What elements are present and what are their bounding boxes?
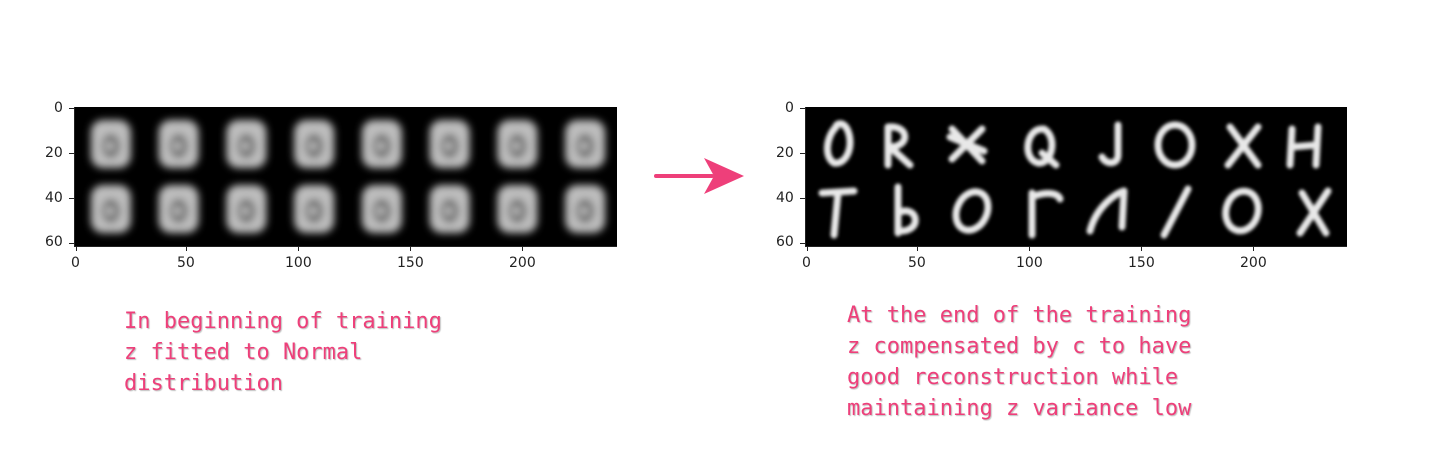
- right-y-axis: [805, 107, 806, 246]
- blurry-digit-samples: [90, 120, 606, 233]
- right-y-tick: 20: [776, 145, 794, 161]
- caption-line: At the end of the training: [847, 303, 1192, 328]
- blurry-digit-center: [445, 143, 452, 149]
- caption-line: z compensated by c to have: [847, 334, 1192, 359]
- right-y-tick: 40: [776, 190, 794, 206]
- blurry-digit-center: [310, 143, 317, 149]
- left-y-axis: [74, 107, 75, 246]
- left-y-tick: 40: [45, 190, 63, 206]
- caption-line: z fitted to Normal: [124, 340, 363, 365]
- blurry-digit-center: [310, 208, 317, 214]
- left-x-tick: 50: [177, 255, 195, 271]
- left-y-tick: 20: [45, 145, 63, 161]
- right-x-tick: 150: [1128, 255, 1155, 271]
- reconstructed-letter-samples: [818, 120, 1332, 239]
- caption-line: In beginning of training: [124, 309, 442, 334]
- left-y-tick: 60: [45, 234, 63, 250]
- right-x-tick: 200: [1240, 255, 1267, 271]
- right-x-tick: 0: [802, 255, 811, 271]
- left-x-tick: 0: [71, 255, 80, 271]
- left-caption: In beginning of training z fitted to Nor…: [124, 306, 442, 399]
- blurry-digit-center: [377, 208, 384, 214]
- left-x-tick: 200: [509, 255, 536, 271]
- left-x-tick: 150: [397, 255, 424, 271]
- left-y-tick: 0: [54, 100, 63, 116]
- blurry-digit-center: [581, 143, 588, 149]
- blurry-digit-center: [581, 208, 588, 214]
- blurry-digit-center: [174, 143, 181, 149]
- blurry-digit-center: [513, 143, 520, 149]
- right-y-tick: 0: [785, 100, 794, 116]
- blurry-digit-center: [242, 208, 249, 214]
- left-image-grid: [75, 107, 617, 246]
- blurry-digit-center: [242, 143, 249, 149]
- blurry-digit-center: [377, 143, 384, 149]
- blurry-digit-center: [174, 208, 181, 214]
- blurry-digit-center: [106, 208, 113, 214]
- right-y-tick: 60: [776, 234, 794, 250]
- right-x-tick: 100: [1016, 255, 1043, 271]
- caption-line: distribution: [124, 371, 283, 396]
- right-arrow-icon: [654, 158, 744, 194]
- caption-line: good reconstruction while: [847, 365, 1179, 390]
- right-image-grid: [806, 107, 1347, 246]
- right-x-tick: 50: [908, 255, 926, 271]
- caption-line: maintaining z variance low: [847, 396, 1192, 421]
- blurry-digit-center: [106, 143, 113, 149]
- right-x-axis: [805, 246, 1347, 247]
- right-caption: At the end of the training z compensated…: [847, 300, 1191, 424]
- blurry-digit-center: [445, 208, 452, 214]
- left-x-axis: [74, 246, 617, 247]
- blurry-digit-center: [513, 208, 520, 214]
- left-x-tick: 100: [285, 255, 312, 271]
